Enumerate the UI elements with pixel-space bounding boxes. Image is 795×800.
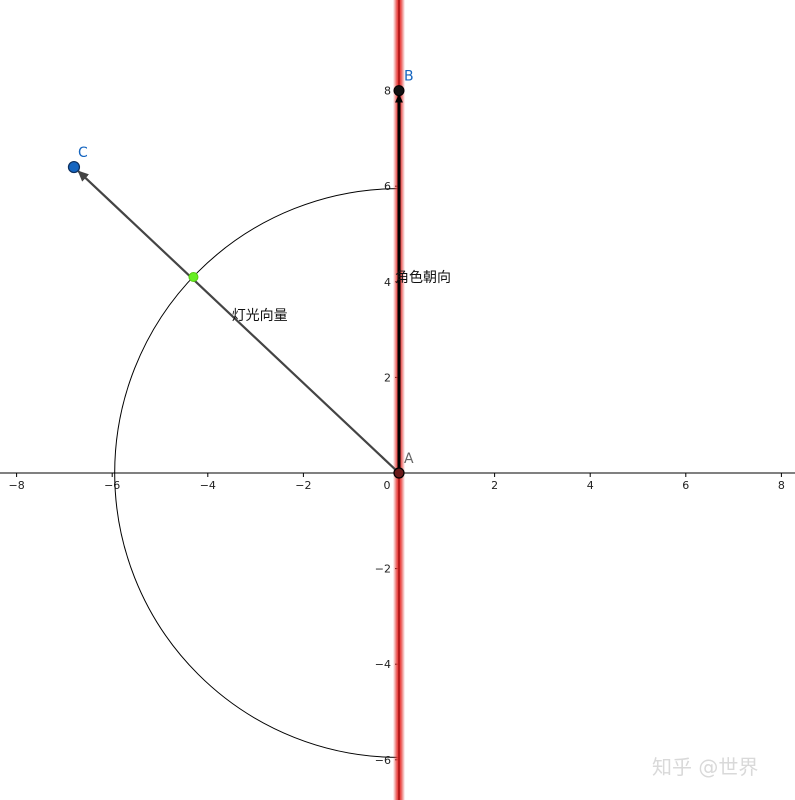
x-tick-label: 8: [778, 479, 785, 492]
points: [67, 85, 405, 479]
light-vector: [77, 170, 400, 474]
point-label-b: B: [404, 69, 414, 85]
x-tick-label: 6: [682, 479, 689, 492]
y-tick-label: −2: [375, 563, 391, 576]
y-tick-label: 6: [384, 180, 391, 193]
facing-vector-label: 角色朝向: [395, 269, 451, 286]
point-b: [393, 85, 405, 97]
point-c: [67, 160, 81, 174]
arc: [114, 188, 400, 758]
intersection-point: [188, 272, 199, 283]
y-tick-label: 8: [384, 85, 391, 98]
x-tick-label: −4: [200, 479, 216, 492]
x-tick-label: 4: [587, 479, 594, 492]
x-tick-label: −6: [104, 479, 120, 492]
semicircle-arc: [114, 188, 400, 758]
x-tick-label: 2: [491, 479, 498, 492]
y-tick-label: 4: [384, 276, 391, 289]
y-tick-label: −4: [375, 658, 391, 671]
x-tick-label: 0: [384, 479, 391, 492]
point-a: [393, 467, 405, 479]
point-label-a: A: [404, 451, 414, 467]
y-tick-label: −6: [375, 754, 391, 767]
point-label-c: C: [78, 145, 88, 161]
light-vector-label: 灯光向量: [232, 308, 288, 324]
x-tick-label: −8: [8, 479, 24, 492]
vectors: [77, 93, 403, 474]
watermark: 知乎 @世界: [652, 755, 758, 779]
y-tick-label: 2: [384, 371, 391, 384]
x-tick-label: −2: [295, 479, 311, 492]
